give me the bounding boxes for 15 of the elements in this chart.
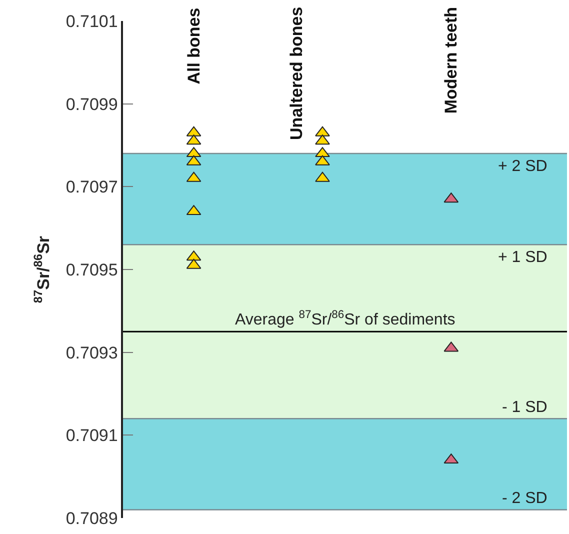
ref-line-label: + 1 SD: [498, 249, 548, 266]
ref-line-label: Average $^{87}$Sr/$^{86}$Sr of sediments: [235, 309, 456, 329]
y-tick-label: 0.7091: [66, 426, 118, 446]
y-tick-label: 0.7093: [66, 343, 118, 362]
ref-line-label: - 2 SD: [502, 490, 548, 507]
ref-line-label: + 2 SD: [498, 158, 548, 175]
ref-line-label: - 1 SD: [502, 399, 548, 416]
y-tick-label: 0.7095: [66, 260, 118, 280]
y-tick-label: 0.7097: [66, 178, 118, 197]
x-tick-label: Unaltered bones: [286, 6, 306, 140]
y-tick-label: 0.7101: [66, 12, 118, 31]
x-tick-label: All bones: [184, 8, 204, 84]
y-tick-label: 0.7099: [66, 94, 118, 114]
y-tick-label: 0.7089: [66, 508, 118, 528]
x-tick-label: Modern teeth: [442, 6, 461, 114]
